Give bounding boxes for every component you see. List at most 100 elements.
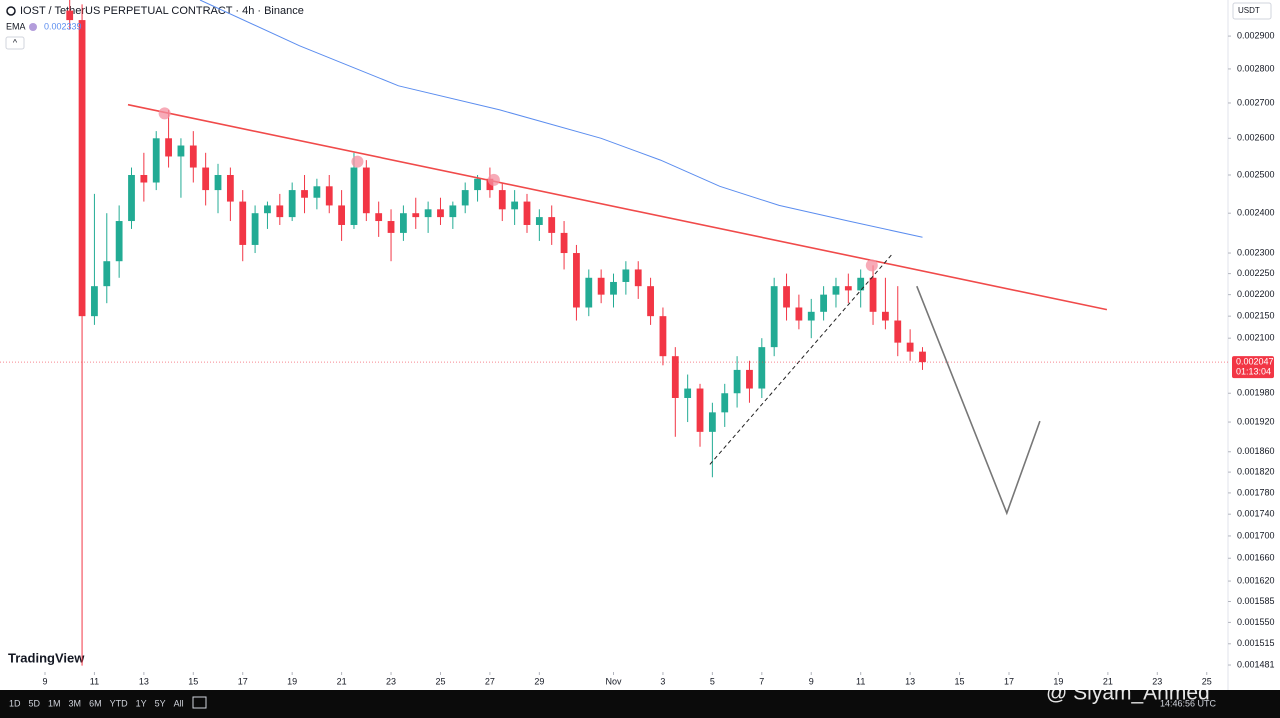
candle-body — [844, 286, 852, 291]
candle-body — [128, 174, 135, 222]
candle-body — [115, 221, 123, 262]
highlight — [487, 173, 500, 186]
x-tick-label: 15 — [955, 676, 965, 686]
candle-body — [400, 213, 407, 233]
collapse-icon: ^ — [13, 37, 18, 47]
candle-body — [375, 213, 383, 222]
y-tick-label: 0.002250 — [1237, 268, 1275, 278]
candle-body — [486, 178, 494, 191]
candle-body — [387, 221, 395, 233]
symbol-title: IOST / TetherUS PERPETUAL CONTRACT · 4h … — [20, 5, 304, 17]
y-tick-label: 0.001515 — [1237, 638, 1275, 648]
candle-body — [474, 178, 481, 191]
y-tick-label: 0.001585 — [1237, 596, 1275, 606]
candle-body — [807, 311, 815, 321]
date-range-icon[interactable] — [192, 696, 207, 709]
candle-body — [906, 342, 914, 352]
currency[interactable]: USDT — [1238, 6, 1260, 15]
timeframe-button[interactable]: 6M — [89, 698, 102, 708]
candle-body — [189, 145, 197, 168]
y-tick-label: 0.001481 — [1237, 659, 1275, 669]
last-price-tag — [1232, 356, 1274, 379]
timeframe-button[interactable]: 5D — [29, 698, 41, 708]
price-axis — [1228, 0, 1280, 690]
candle-body — [251, 213, 259, 245]
x-tick-label: 17 — [238, 676, 248, 686]
candle-body — [622, 269, 630, 282]
candle-body — [424, 209, 432, 218]
candle-body — [461, 190, 469, 206]
x-tick-label: 13 — [139, 676, 149, 686]
candle-body — [103, 261, 111, 287]
x-tick-label: 9 — [809, 676, 814, 686]
y-tick-label: 0.001620 — [1237, 575, 1275, 585]
timeframe-button[interactable]: 1M — [48, 698, 61, 708]
clock: 14:46:56 UTC — [1160, 698, 1217, 708]
candle-body — [919, 351, 926, 363]
timeframe-button[interactable]: All — [174, 698, 184, 708]
y-tick-label: 0.002400 — [1237, 208, 1275, 218]
y-tick-label: 0.002100 — [1237, 333, 1275, 343]
y-tick-label: 0.002200 — [1237, 289, 1275, 299]
x-tick-label: 13 — [905, 676, 915, 686]
y-tick-label: 0.002300 — [1237, 247, 1275, 257]
indicator-name: EMA — [6, 21, 26, 31]
collapse-button[interactable] — [5, 36, 25, 50]
candle-body — [733, 369, 741, 394]
x-tick-label: 21 — [337, 676, 347, 686]
candle-body — [498, 190, 506, 210]
x-tick-label: 7 — [759, 676, 764, 686]
x-tick-label: 27 — [485, 676, 495, 686]
currency-button[interactable] — [1232, 2, 1272, 20]
candle-body — [770, 286, 778, 348]
candle-body — [610, 281, 617, 295]
candle-body — [288, 190, 296, 218]
x-tick-label: 11 — [90, 676, 99, 686]
y-tick-label: 0.001820 — [1237, 466, 1275, 476]
indicator-icon — [29, 23, 37, 31]
timeframe-button[interactable]: 3M — [69, 698, 82, 708]
y-tick-label: 0.002700 — [1237, 97, 1275, 107]
candle-body — [548, 217, 556, 233]
x-tick-label: 19 — [287, 676, 297, 686]
candle-body — [684, 388, 692, 398]
candle-body — [671, 356, 679, 398]
timeframe-button[interactable]: 1D — [9, 698, 21, 708]
x-tick-label: 25 — [435, 676, 445, 686]
x-tick-label: 11 — [856, 676, 865, 686]
candle-body — [708, 412, 716, 432]
y-tick-label: 0.001740 — [1237, 509, 1275, 519]
candle-body — [449, 205, 457, 218]
y-tick-label: 0.002500 — [1237, 169, 1275, 179]
candle-body — [177, 145, 185, 157]
candle-body — [140, 174, 148, 183]
y-tick-label: 0.002900 — [1237, 30, 1275, 40]
countdown: 01:13:04 — [1236, 366, 1271, 376]
drawing-line — [709, 253, 894, 465]
candle-body — [659, 316, 667, 357]
timeframe-button[interactable]: 5Y — [155, 698, 166, 708]
highlight — [158, 107, 171, 120]
y-tick-label: 0.001860 — [1237, 446, 1275, 456]
highlight — [351, 155, 364, 168]
candle-body — [152, 138, 160, 183]
candle-body — [362, 167, 370, 214]
candle-body — [832, 286, 840, 295]
candle-body — [647, 286, 654, 317]
drawing-line — [916, 285, 1041, 516]
candle-body — [78, 20, 86, 317]
bottom-toolbar — [0, 690, 1280, 718]
last-price-label: 0.002047 — [1236, 356, 1274, 366]
timeframe-button[interactable]: YTD — [110, 698, 129, 708]
y-tick-label: 0.001700 — [1237, 530, 1275, 540]
candle-body — [882, 311, 889, 321]
candle-body — [696, 388, 704, 432]
candle-body — [523, 201, 531, 225]
watermark: @ Siyam_Ahmed — [1046, 682, 1210, 705]
timeframe-button[interactable]: 1Y — [136, 698, 147, 708]
y-tick-label: 0.001780 — [1237, 487, 1275, 497]
candle-body — [857, 277, 865, 291]
candle-body — [239, 201, 247, 245]
drawing-line — [127, 103, 1108, 311]
